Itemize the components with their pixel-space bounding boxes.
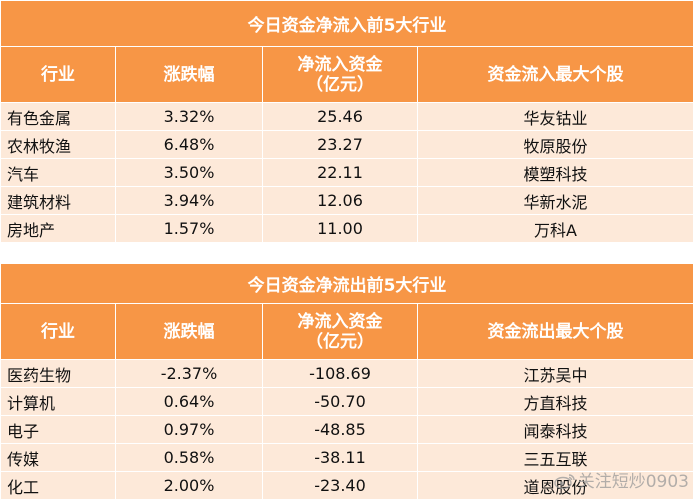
table-row: 农林牧渔 6.48% 23.27 牧原股份 (0, 130, 693, 159)
top-stock-cell: 万科A (416, 214, 693, 243)
top-stock-cell: 三五互联 (416, 443, 693, 472)
net-flow-cell: -108.69 (262, 359, 418, 388)
net-flow-cell: 23.27 (262, 130, 418, 159)
weibo-icon (553, 473, 576, 490)
change-cell: 0.97% (115, 415, 263, 444)
industry-cell: 医药生物 (0, 359, 116, 388)
column-header: 资金流出最大个股 (416, 303, 693, 360)
top-stock-cell: 华友钴业 (416, 102, 693, 131)
column-header: 行业 (0, 46, 116, 103)
column-header: 涨跌幅 (115, 303, 263, 360)
table-row: 有色金属 3.32% 25.46 华友钴业 (0, 102, 693, 131)
industry-cell: 电子 (0, 415, 116, 444)
top-stock-cell: 华新水泥 (416, 186, 693, 215)
column-header: 净流入资金 （亿元） (262, 303, 418, 360)
change-cell: 1.57% (115, 214, 263, 243)
change-cell: 2.00% (115, 471, 263, 500)
table-row: 房地产 1.57% 11.00 万科A (0, 214, 693, 243)
change-cell: 3.94% (115, 186, 263, 215)
watermark-text: 关注短炒0903 (577, 472, 689, 492)
top-stock-cell: 闻泰科技 (416, 415, 693, 444)
change-cell: 6.48% (115, 130, 263, 159)
watermark: 关注短炒0903 (553, 467, 689, 492)
change-cell: 0.58% (115, 443, 263, 472)
top-stock-cell: 模塑科技 (416, 158, 693, 187)
table-row: 建筑材料 3.94% 12.06 华新水泥 (0, 186, 693, 215)
net-flow-cell: 25.46 (262, 102, 418, 131)
table-row: 电子 0.97% -48.85 闻泰科技 (0, 415, 693, 444)
industry-cell: 有色金属 (0, 102, 116, 131)
net-flow-cell: 12.06 (262, 186, 418, 215)
industry-cell: 汽车 (0, 158, 116, 187)
table-spacer (0, 242, 693, 263)
industry-cell: 房地产 (0, 214, 116, 243)
table-row: 医药生物 -2.37% -108.69 江苏吴中 (0, 359, 693, 388)
table-title: 今日资金净流入前5大行业 (0, 0, 693, 47)
table-row: 计算机 0.64% -50.70 方直科技 (0, 387, 693, 416)
table-row: 化工 2.00% -23.40 道恩股份 (0, 471, 693, 500)
column-header: 涨跌幅 (115, 46, 263, 103)
industry-cell: 传媒 (0, 443, 116, 472)
column-header: 行业 (0, 303, 116, 360)
net-flow-cell: -48.85 (262, 415, 418, 444)
column-header: 资金流入最大个股 (416, 46, 693, 103)
industry-cell: 农林牧渔 (0, 130, 116, 159)
table-title: 今日资金净流出前5大行业 (0, 263, 693, 304)
net-flow-cell: 22.11 (262, 158, 418, 187)
net-flow-cell: -23.40 (262, 471, 418, 500)
table-row: 传媒 0.58% -38.11 三五互联 (0, 443, 693, 472)
change-cell: -2.37% (115, 359, 263, 388)
change-cell: 3.32% (115, 102, 263, 131)
industry-cell: 化工 (0, 471, 116, 500)
net-inflow-table: 今日资金净流入前5大行业 行业 涨跌幅 净流入资金 （亿元） 资金流入最大个股 … (0, 0, 693, 243)
change-cell: 3.50% (115, 158, 263, 187)
table-row: 汽车 3.50% 22.11 模塑科技 (0, 158, 693, 187)
net-flow-cell: 11.00 (262, 214, 418, 243)
net-flow-cell: -50.70 (262, 387, 418, 416)
top-stock-cell: 方直科技 (416, 387, 693, 416)
column-header: 净流入资金 （亿元） (262, 46, 418, 103)
top-stock-cell: 牧原股份 (416, 130, 693, 159)
net-flow-cell: -38.11 (262, 443, 418, 472)
net-outflow-table: 今日资金净流出前5大行业 行业 涨跌幅 净流入资金 （亿元） 资金流出最大个股 … (0, 263, 693, 500)
top-stock-cell: 江苏吴中 (416, 359, 693, 388)
change-cell: 0.64% (115, 387, 263, 416)
industry-cell: 建筑材料 (0, 186, 116, 215)
industry-cell: 计算机 (0, 387, 116, 416)
